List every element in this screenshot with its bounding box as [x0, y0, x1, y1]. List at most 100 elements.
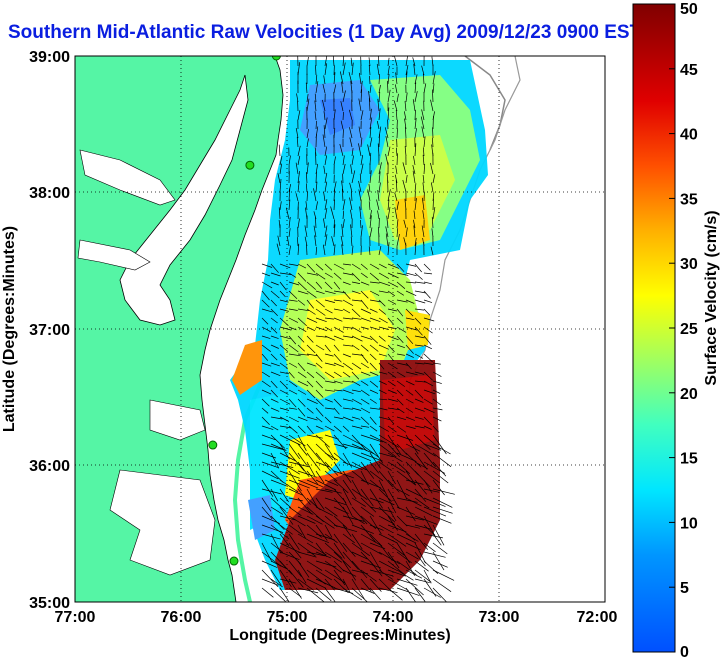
velocity-vector	[432, 533, 442, 546]
velocity-vector	[387, 371, 397, 378]
velocity-vector	[342, 488, 352, 506]
velocity-vector	[323, 111, 326, 121]
velocity-vector	[351, 272, 361, 282]
velocity-vector	[306, 326, 316, 332]
velocity-vector	[333, 497, 345, 510]
velocity-vector	[297, 344, 305, 352]
velocity-vector	[333, 479, 349, 494]
velocity-vector	[412, 99, 416, 112]
velocity-vector	[387, 146, 391, 157]
velocity-vector	[376, 199, 380, 211]
velocity-vector	[306, 344, 316, 354]
velocity-vector	[368, 57, 371, 67]
velocity-vector	[378, 587, 398, 594]
velocity-vector	[306, 371, 315, 379]
velocity-vector	[324, 263, 333, 271]
velocity-vector	[387, 308, 397, 312]
velocity-vector	[396, 335, 404, 343]
velocity-vector	[405, 524, 421, 529]
velocity-vector	[432, 488, 455, 495]
velocity-vector	[414, 506, 433, 517]
velocity-vector	[288, 326, 297, 331]
velocity-vector	[315, 587, 332, 602]
velocity-vector	[387, 488, 400, 509]
map-title: Southern Mid-Atlantic Raw Velocities (1 …	[8, 22, 642, 43]
velocity-vector	[315, 389, 324, 398]
velocity-vector	[360, 110, 364, 121]
velocity-vector	[396, 398, 404, 406]
velocity-vector	[423, 425, 432, 430]
velocity-vector	[315, 353, 323, 362]
velocity-vector	[339, 143, 344, 157]
velocity-vector	[378, 488, 392, 502]
velocity-vector	[351, 362, 362, 370]
velocity-vector	[405, 560, 416, 576]
velocity-vector	[396, 569, 414, 581]
velocity-vector	[342, 569, 357, 577]
velocity-vector	[342, 90, 346, 103]
velocity-vector	[405, 452, 422, 468]
velocity-vector	[333, 244, 336, 256]
velocity-vector	[360, 335, 373, 340]
velocity-vector	[387, 290, 396, 297]
velocity-vector	[378, 308, 387, 315]
velocity-vector	[279, 416, 290, 422]
velocity-vector	[315, 443, 334, 461]
velocity-vector	[369, 353, 377, 361]
velocity-vector	[422, 154, 425, 166]
velocity-vector	[350, 57, 353, 67]
velocity-vector	[297, 171, 300, 184]
velocity-vector	[288, 281, 300, 286]
velocity-vector	[295, 162, 299, 175]
velocity-vector	[414, 237, 417, 247]
velocity-vector	[333, 569, 346, 586]
velocity-vector	[414, 470, 431, 488]
velocity-vector	[387, 74, 390, 85]
velocity-vector	[385, 136, 389, 148]
velocity-vector	[288, 389, 298, 395]
velocity-vector	[288, 416, 299, 423]
velocity-vector	[288, 290, 298, 299]
velocity-vector	[396, 533, 417, 544]
velocity-vector	[414, 272, 423, 280]
velocity-vector	[342, 407, 353, 410]
velocity-vector	[288, 380, 298, 388]
plot-frame	[74, 55, 606, 603]
velocity-vector	[333, 470, 355, 479]
velocity-vector	[387, 407, 400, 411]
velocity-vector	[404, 146, 407, 157]
y-tick: 38:00	[29, 185, 70, 202]
velocity-vector	[405, 281, 416, 284]
velocity-vector	[369, 317, 381, 323]
velocity-vector	[306, 317, 318, 323]
radar-stations	[208, 56, 281, 566]
velocity-vector	[386, 215, 389, 229]
velocity-vector	[369, 479, 385, 492]
velocity-vector	[396, 479, 408, 500]
velocity-vector	[387, 551, 400, 569]
velocity-vector	[432, 71, 436, 85]
velocity-vector	[333, 299, 343, 302]
velocity-vector	[315, 416, 323, 423]
velocity-vector	[323, 75, 326, 85]
velocity-vector	[387, 317, 394, 325]
velocity-vector	[378, 84, 381, 94]
velocity-vector	[297, 317, 307, 327]
velocity-vector	[423, 407, 435, 414]
velocity-vector	[315, 380, 323, 389]
velocity-vector	[324, 335, 336, 341]
velocity-vector	[333, 380, 343, 384]
velocity-vector	[432, 443, 451, 455]
velocity-vector	[333, 156, 336, 166]
velocity-vector	[295, 128, 299, 139]
velocity-vector	[333, 224, 336, 238]
velocity-vector	[396, 234, 400, 247]
velocity-vector	[369, 108, 372, 121]
velocity-vector	[330, 206, 335, 220]
velocity-vector	[396, 578, 418, 586]
velocity-vector	[405, 551, 419, 560]
velocity-vector	[304, 236, 308, 247]
velocity-vector	[315, 488, 333, 493]
velocity-vector	[288, 272, 297, 278]
velocity-vector	[333, 371, 342, 378]
